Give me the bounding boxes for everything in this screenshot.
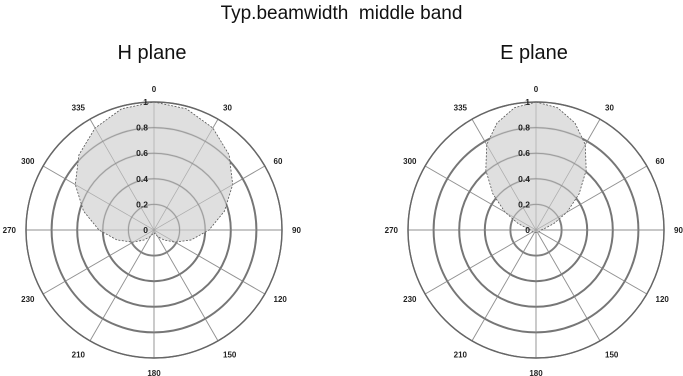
angular-gridline-overlay [153,119,219,231]
angle-tick-label: 0 [152,85,157,94]
angle-tick-label: 335 [72,103,86,112]
angular-gridline-overlay [535,165,648,231]
angle-tick-label: 300 [403,157,417,166]
radial-tick-label: 1 [525,97,530,107]
angular-gridline-overlay [153,165,266,231]
radial-tick-label: 1 [143,97,148,107]
angle-tick-label: 90 [292,226,301,235]
radial-gridline-overlay [484,178,588,282]
angular-gridline-overlay [153,229,266,295]
radial-tick-label: 0.4 [136,174,148,184]
angular-gridline-overlay [471,229,537,342]
angle-tick-label: 230 [403,295,417,304]
angular-gridline-overlay [535,229,648,295]
angle-tick-label: 60 [656,157,665,166]
angular-gridline-overlay [471,119,537,231]
h-plane-title: H plane [117,42,187,64]
outer-ring [25,101,283,359]
angular-gridline-overlay [153,229,219,342]
radial-tick-label: 0.2 [136,199,148,209]
angle-tick-label: 150 [223,351,237,360]
angular-gridline-overlay [424,165,537,231]
angular-gridline-overlay [535,119,601,231]
angle-tick-label: 90 [674,226,683,235]
radial-gridline-overlay [509,203,563,257]
angular-gridline-overlay [535,229,601,342]
angular-gridline-overlay [89,229,155,342]
radial-gridline-overlay [127,203,181,257]
radial-gridline-overlay [433,127,639,333]
angle-tick-label: 210 [72,351,86,360]
radial-tick-label: 0.2 [518,199,530,209]
h-plane-polar-chart: 00.20.40.60.8103060901201501802102302703… [3,85,302,376]
e-plane-title: E plane [500,42,568,64]
radial-tick-label: 0.6 [518,148,530,158]
angular-gridline-overlay [89,119,155,231]
radial-gridline-overlay [51,127,257,333]
angle-tick-label: 0 [534,85,539,94]
angle-tick-label: 230 [21,295,35,304]
radial-gridline-overlay [458,152,614,308]
e-plane-polar-chart: 00.20.40.60.8103060901201501802102302703… [385,85,683,376]
angle-tick-label: 150 [605,351,619,360]
angle-tick-label: 180 [529,369,543,376]
radial-gridline-overlay [102,178,206,282]
angular-gridline-overlay [424,229,537,295]
angle-tick-label: 30 [605,103,614,112]
angular-gridline-overlay [42,229,155,295]
angle-tick-label: 120 [274,295,288,304]
radial-tick-label: 0.4 [518,174,530,184]
radial-gridline-overlay [76,152,232,308]
angle-tick-label: 270 [385,226,399,235]
angle-tick-label: 210 [454,351,468,360]
angle-tick-label: 120 [656,295,670,304]
radial-tick-label: 0 [525,225,530,235]
radial-tick-label: 0.8 [518,123,530,133]
outer-ring [407,101,665,359]
radial-tick-label: 0.6 [136,148,148,158]
radial-tick-label: 0.8 [136,123,148,133]
radial-tick-label: 0 [143,225,148,235]
angular-gridline-overlay [42,165,155,231]
angle-tick-label: 300 [21,157,35,166]
angle-tick-label: 60 [274,157,283,166]
angle-tick-label: 270 [3,226,17,235]
angle-tick-label: 180 [147,369,161,376]
angle-tick-label: 335 [454,103,468,112]
angle-tick-label: 30 [223,103,232,112]
page-title: Typ.beamwidth middle band [220,3,463,24]
